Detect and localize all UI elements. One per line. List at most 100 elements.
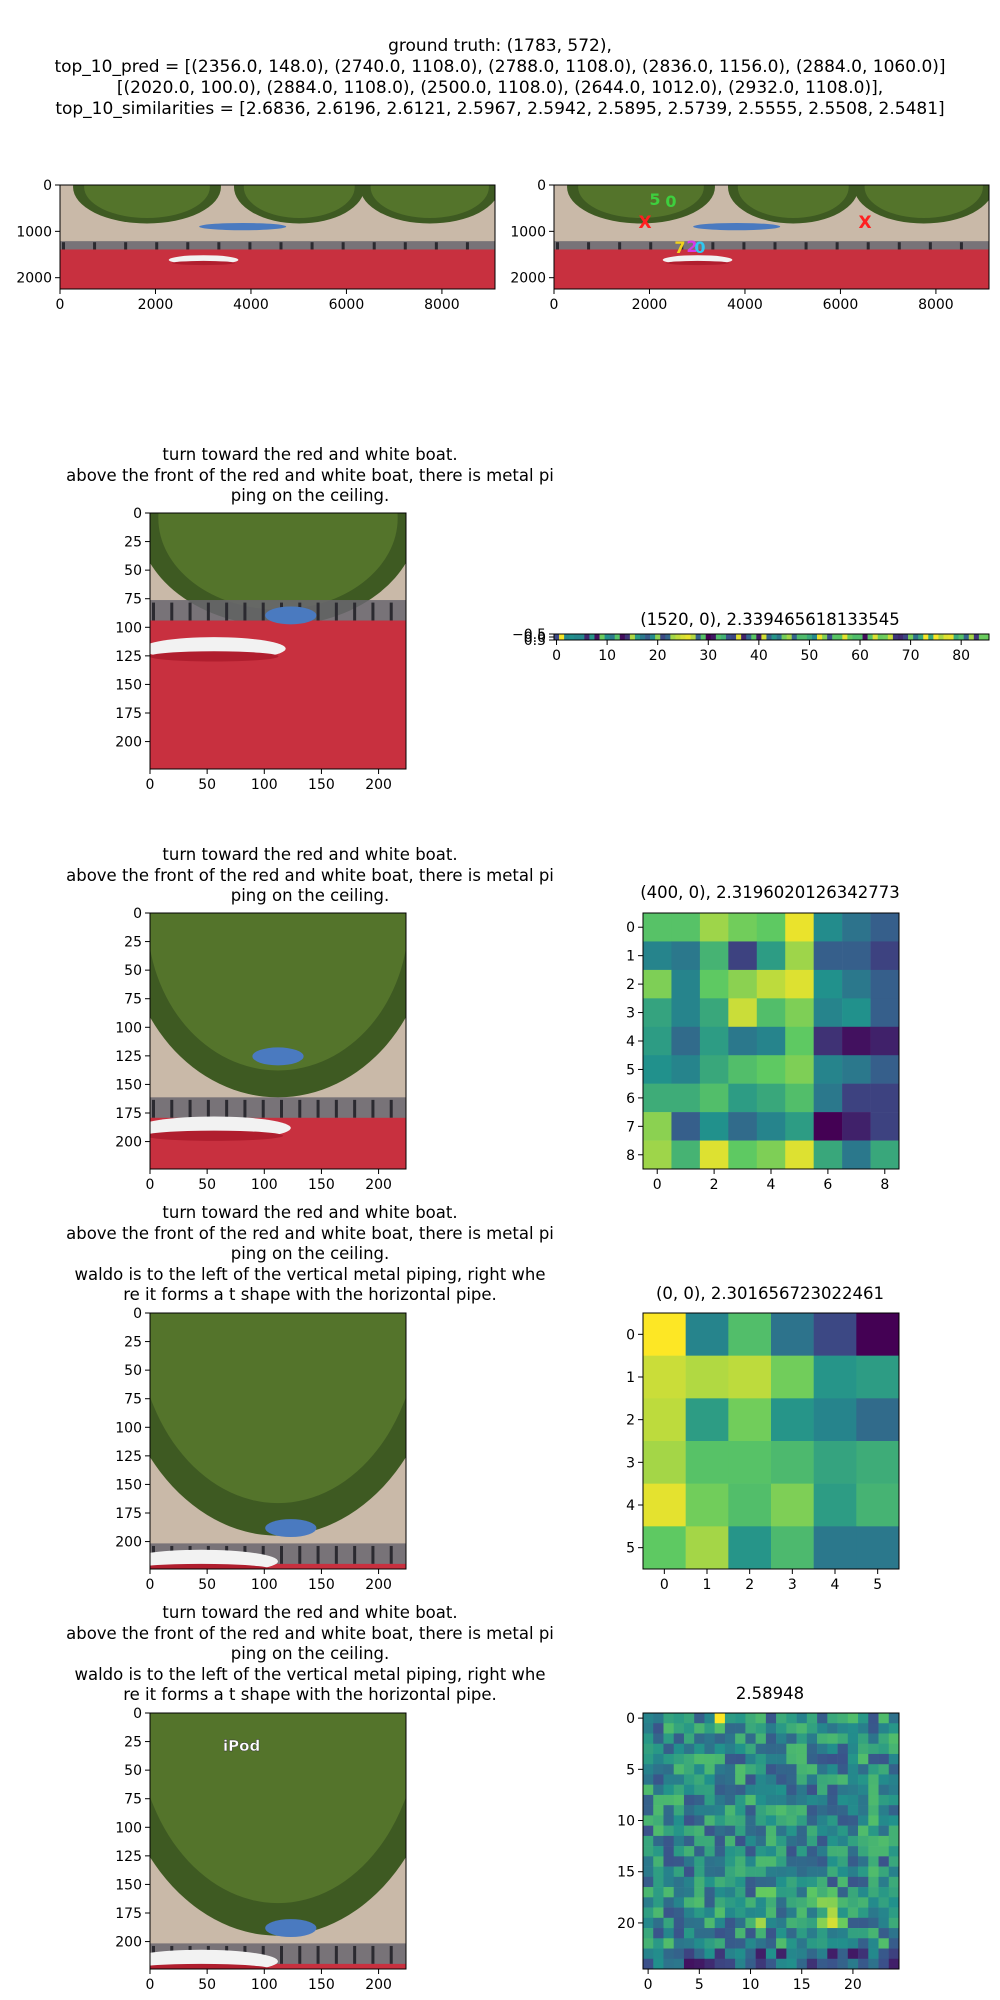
heatmap-cell <box>806 1846 818 1857</box>
heatmap-cell <box>786 1733 797 1745</box>
blue-banner <box>199 222 287 231</box>
heatmap-9x9-ytick-label: 4 <box>626 1034 635 1050</box>
heatmap-cell <box>837 1764 849 1775</box>
heatmap-cell <box>724 1764 736 1775</box>
heatmap-cell <box>817 1958 828 1970</box>
heatmap-cell <box>868 1876 879 1888</box>
crop-row3-xtick-label: 100 <box>251 1177 278 1193</box>
heatmap-cell <box>653 1917 664 1929</box>
heatmap-cell <box>609 634 615 641</box>
heatmap-cell <box>776 1723 787 1734</box>
heatmap-25x25-ytick-label: 15 <box>617 1865 635 1881</box>
heatmap-cell <box>776 1835 787 1847</box>
heatmap-cell <box>755 1948 767 1960</box>
heatmap-cell <box>847 1753 859 1765</box>
heatmap-cell <box>694 1897 705 1908</box>
heatmap-cell <box>665 634 671 641</box>
crop-row5-ytick-label: 0 <box>133 1706 142 1722</box>
heatmap-cell <box>663 1774 675 1785</box>
heatmap-cell <box>714 1805 726 1816</box>
heatmap-cell <box>714 1917 726 1929</box>
heatmap-cell <box>858 1743 869 1755</box>
heatmap-cell <box>643 1526 686 1570</box>
heatmap-cell <box>771 634 777 641</box>
heatmap-cell <box>755 1774 767 1785</box>
heatmap-cell <box>827 1835 838 1847</box>
heatmap-cell <box>847 1917 859 1929</box>
heatmap-cell <box>694 1713 705 1724</box>
heatmap-cell <box>728 1140 758 1170</box>
heatmap-cell <box>699 1140 729 1170</box>
heatmap-cell <box>714 1764 726 1775</box>
heatmap-cell <box>735 1713 746 1724</box>
heatmap-cell <box>786 1743 797 1755</box>
heatmap-cell <box>695 634 701 641</box>
heatmap-cell <box>663 1928 675 1939</box>
crop-row3-ytick-label: 0 <box>133 906 142 922</box>
heatmap-cell <box>745 1743 756 1755</box>
heatmap-cell <box>694 1846 705 1857</box>
heatmap-cell <box>663 1784 675 1796</box>
pred-marker-label: 7 <box>674 238 685 257</box>
panorama-left-ytick-label: 0 <box>43 178 52 194</box>
heatmap-cell <box>776 1743 787 1755</box>
heatmap-cell <box>868 1835 879 1847</box>
heatmap-cell <box>837 1887 849 1898</box>
heatmap-cell <box>888 1928 900 1939</box>
heatmap-strip-xtick-label: 30 <box>699 648 717 664</box>
heatmap-cell <box>694 1866 705 1878</box>
heatmap-cell <box>837 1958 849 1970</box>
heatmap-cell <box>868 1784 879 1796</box>
heatmap-cell <box>714 1723 726 1734</box>
heatmap-cell <box>858 1948 869 1960</box>
heatmap-cell <box>781 634 787 641</box>
crop-row4-ytick-label: 125 <box>115 1449 142 1465</box>
panorama-right-frame <box>553 184 990 290</box>
heatmap-cell <box>868 1928 879 1939</box>
heatmap-cell <box>817 1866 828 1878</box>
heatmap-cell <box>663 1835 675 1847</box>
heatmap-cell <box>765 1794 777 1806</box>
heatmap-cell <box>801 634 808 641</box>
heatmap-cell <box>786 1887 797 1898</box>
heatmap-cell <box>724 1835 736 1847</box>
heatmap-cell <box>735 1815 746 1826</box>
heatmap-cell <box>683 1856 695 1867</box>
heatmap-cell <box>868 1938 879 1949</box>
heatmap-cell <box>856 1441 900 1484</box>
heatmap-cell <box>771 1526 814 1570</box>
heatmap-cell <box>653 1713 664 1724</box>
heatmap-cell <box>643 1866 654 1878</box>
crop-row5-ytick-label: 100 <box>115 1820 142 1836</box>
heatmap-cell <box>796 634 803 641</box>
heatmap-cell <box>786 1753 797 1765</box>
heatmap-cell <box>813 1313 857 1356</box>
heatmap-cell <box>786 1794 797 1806</box>
panorama-right-xtick-label: 0 <box>550 297 559 313</box>
panorama-left-xtick-label: 4000 <box>233 297 269 313</box>
heatmap-cell <box>958 634 965 641</box>
heatmap-cell <box>847 1938 859 1949</box>
heatmap-cell <box>837 1825 849 1837</box>
heatmap-cell <box>755 1764 767 1775</box>
heatmap-cell <box>704 1825 715 1837</box>
heatmap-cell <box>837 1743 849 1755</box>
heatmap-cell <box>724 1917 736 1929</box>
heatmap-cell <box>755 1794 767 1806</box>
heatmap-cell <box>735 1938 746 1949</box>
heatmap-cell <box>756 1026 786 1056</box>
heatmap-cell <box>704 1907 715 1919</box>
heatmap-cell <box>785 1112 814 1141</box>
heatmap-cell <box>796 1907 808 1919</box>
heatmap-cell <box>643 1805 654 1816</box>
heatmap-cell <box>673 1866 685 1878</box>
heatmap-cell <box>817 1825 828 1837</box>
heatmap-cell <box>735 1743 746 1755</box>
heatmap-cell <box>878 1887 890 1898</box>
heatmap-cell <box>817 1856 828 1867</box>
heatmap-cell <box>735 1928 746 1939</box>
heatmap-cell <box>796 1764 808 1775</box>
heatmap-title-4: 2.58948 <box>735 1684 805 1703</box>
heatmap-cell <box>653 1866 664 1878</box>
heatmap-cell <box>888 1774 900 1785</box>
